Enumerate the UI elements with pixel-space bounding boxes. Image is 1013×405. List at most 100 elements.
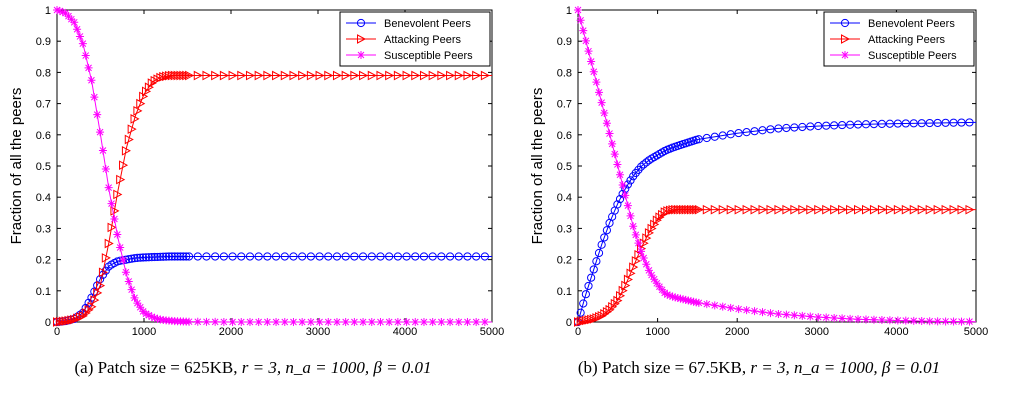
chart-b-x-tick-label: 4000 bbox=[884, 326, 908, 338]
chart-a-caption-label: (a) Patch size = 625KB, bbox=[74, 358, 238, 377]
chart-a-legend-attacking-peers-label: Attacking Peers bbox=[384, 34, 462, 46]
chart-a-benevolent-peers-point bbox=[263, 252, 272, 261]
chart-a-x-tick-label: 2000 bbox=[219, 326, 243, 338]
chart-a-x-axis-label: Time (seconds) bbox=[223, 339, 326, 340]
chart-a-benevolent-peers-point bbox=[306, 252, 315, 261]
chart-b-attacking-peers-point bbox=[806, 204, 816, 215]
chart-b-susceptible-peers-point bbox=[689, 297, 698, 306]
chart-b-susceptible-peers-point bbox=[663, 290, 672, 299]
chart-b-susceptible-peers-point bbox=[626, 211, 635, 220]
chart-a-benevolent-peers-point bbox=[385, 252, 394, 261]
chart-b-susceptible-peers-point bbox=[925, 317, 934, 326]
chart-a-benevolent-peers-point bbox=[402, 252, 411, 261]
chart-a-attacking-peers-point bbox=[78, 311, 88, 321]
chart-b-susceptible-peers-point bbox=[608, 139, 617, 148]
chart-b-benevolent-peers-point bbox=[576, 308, 585, 317]
chart-a-attacking-peers-point bbox=[104, 238, 114, 249]
chart-a-susceptible-peers-point bbox=[93, 110, 102, 119]
chart-b-susceptible-peers-point bbox=[584, 47, 593, 56]
chart-b-legend-benevolent-peers-label: Benevolent Peers bbox=[868, 18, 955, 30]
chart-a-y-tick-label: 1 bbox=[45, 5, 51, 17]
chart-a-susceptible-peers-point bbox=[228, 318, 237, 326]
chart-b-susceptible-peers-point bbox=[782, 310, 791, 319]
chart-a-attacking-peers-point bbox=[332, 70, 343, 81]
chart-a-attacking-peers-point bbox=[127, 124, 137, 135]
chart-a-attacking-peers-point bbox=[170, 70, 180, 81]
chart-a-benevolent-peers-point bbox=[164, 252, 174, 261]
chart-b-susceptible-peers-point bbox=[702, 300, 711, 309]
chart-b-susceptible-peers-point bbox=[957, 317, 966, 326]
chart-b-attacking-peers-point bbox=[822, 204, 832, 215]
chart-a-benevolent-peers-point bbox=[101, 266, 110, 275]
chart-b-legend: Benevolent Peers Attacking Peers Susceptib… bbox=[823, 11, 975, 67]
chart-a-svg: 0 1000 2000 3000 4000 5000 0 0.1 0.2 0.3 0.4 0.5 0.6… bbox=[8, 5, 504, 340]
chart-b-attacking-peers-point bbox=[671, 204, 681, 215]
chart-a-y-tick-label: 0.4 bbox=[36, 192, 51, 204]
chart-b-susceptible-peers-point bbox=[629, 222, 638, 231]
chart-b-benevolent-peers-point bbox=[750, 127, 759, 136]
chart-b-legend-susceptible-peers-marker bbox=[841, 51, 849, 59]
chart-b-attacking-peers-point bbox=[626, 268, 636, 279]
chart-a-attacking-peers-point bbox=[173, 70, 183, 81]
chart-b-benevolent-peers-point bbox=[615, 194, 625, 204]
chart-a-susceptible-peers-point bbox=[480, 318, 489, 326]
chart-a-benevolent-peers-point bbox=[280, 252, 289, 261]
chart-a-benevolent-peers-point bbox=[136, 253, 145, 262]
chart-a-attacking-peers-point bbox=[182, 70, 192, 81]
chart-b-attacking-peers-point bbox=[631, 256, 641, 266]
chart-b-attacking-peers-point bbox=[742, 204, 752, 215]
chart-b-attacking-peers-point bbox=[941, 204, 951, 215]
chart-b-susceptible-peers-point bbox=[893, 316, 902, 325]
chart-a-attacking-peers-point bbox=[107, 222, 117, 233]
chart-a-attacking-peers-point bbox=[202, 70, 212, 81]
chart-a-attacking-peers-point bbox=[272, 70, 282, 81]
chart-b-attacking-peers-point bbox=[623, 274, 633, 285]
chart-b-attacking-peers-point bbox=[869, 204, 880, 215]
chart-b-susceptible-peers-point bbox=[686, 297, 695, 306]
chart-a-attacking-peers-point bbox=[147, 78, 157, 88]
chart-b-benevolent-peers-point bbox=[893, 119, 902, 128]
chart-a-susceptible-peers-point bbox=[332, 318, 341, 326]
chart-b-attacking-peers-point bbox=[689, 204, 699, 215]
chart-b-attacking-peers-point bbox=[663, 206, 673, 216]
chart-b-benevolent-peers-point bbox=[589, 265, 598, 274]
chart-b-y-tick-label: 0.8 bbox=[557, 67, 572, 79]
chart-b-benevolent-peers-point bbox=[600, 233, 609, 242]
chart-a-susceptible-peers-point bbox=[367, 318, 376, 326]
chart-b-susceptible-peers-point bbox=[676, 294, 685, 303]
chart-b-benevolent-peers-point bbox=[917, 119, 926, 128]
chart-a-x-tick-label: 3000 bbox=[306, 326, 330, 338]
chart-b-attacking-peers-point bbox=[684, 204, 694, 215]
chart-b-attacking-peers-point bbox=[576, 316, 586, 327]
chart-a-attacking-peers-point bbox=[359, 70, 369, 81]
chart-b-susceptible-peers-point bbox=[668, 292, 677, 301]
chart-b-benevolent-peers-point bbox=[726, 130, 735, 139]
chart-b-attacking-peers-point bbox=[965, 204, 975, 215]
chart-a-susceptible-peers-point bbox=[98, 146, 107, 155]
chart-a-attacking-peers-point bbox=[480, 70, 490, 81]
chart-a-susceptible-peers-point bbox=[53, 6, 61, 14]
chart-a-benevolent-peers-point bbox=[463, 252, 472, 261]
chart-b-attacking-peers-point bbox=[673, 204, 683, 215]
chart-b-legend-susceptible-peers-label: Susceptible Peers bbox=[868, 50, 957, 62]
chart-b-attacking-peers-point bbox=[798, 204, 808, 215]
chart-b-susceptible-peers-point bbox=[589, 67, 598, 76]
chart-b-susceptible-peers-point bbox=[766, 309, 775, 318]
chart-a-attacking-peers-point bbox=[315, 70, 325, 81]
chart-a-susceptible-peers-point bbox=[245, 318, 254, 326]
chart-a-susceptible-peers-point bbox=[280, 318, 289, 326]
chart-a-susceptible-peers-point bbox=[133, 299, 142, 308]
chart-a-susceptible-peers-point bbox=[142, 309, 151, 318]
chart-b-benevolent-peers-point bbox=[830, 121, 839, 130]
chart-a-susceptible-peers-point bbox=[193, 317, 202, 326]
chart-a-attacking-peers-point bbox=[101, 253, 111, 263]
chart-b-x-tick-label: 0 bbox=[575, 326, 581, 338]
chart-a-susceptible-peers-point bbox=[124, 277, 133, 286]
chart-a-attacking-peers-point bbox=[263, 70, 273, 81]
chart-b-benevolent-peers-point bbox=[766, 125, 775, 134]
chart-a-benevolent-peers-point bbox=[437, 252, 446, 261]
chart-a-attacking-peers-point bbox=[167, 70, 177, 81]
chart-a-x-tick-label: 5000 bbox=[480, 326, 504, 338]
chart-b-attacking-peers-point bbox=[901, 204, 911, 215]
chart-a-susceptible-peers-point bbox=[153, 314, 162, 323]
